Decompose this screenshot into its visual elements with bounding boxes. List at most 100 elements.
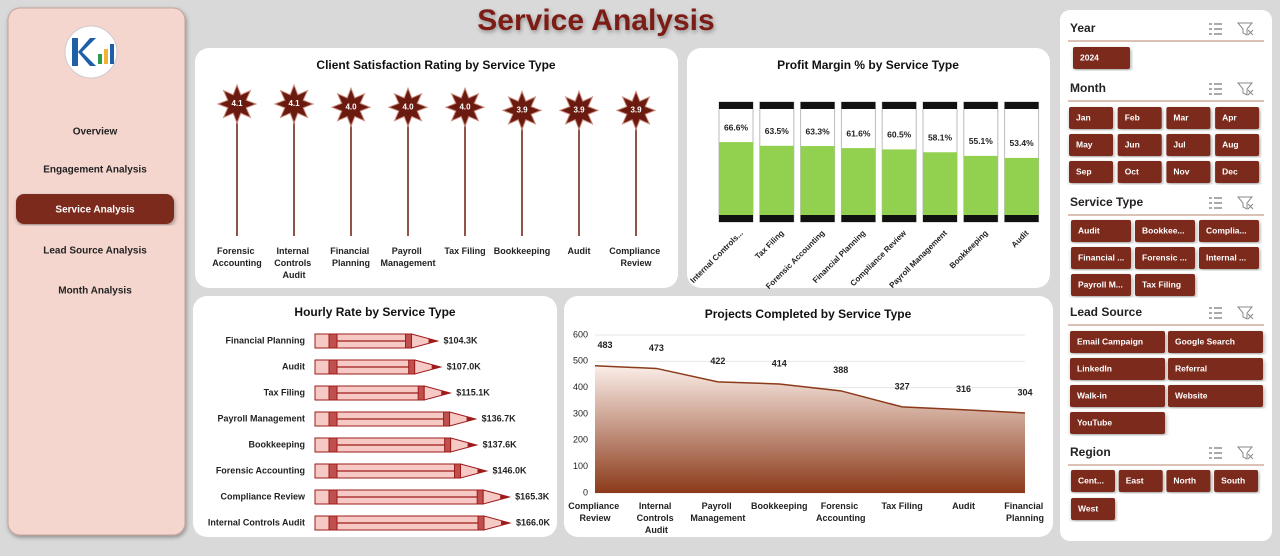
slicer-button[interactable] <box>1168 331 1263 353</box>
clear-filter-icon[interactable] <box>1236 82 1254 96</box>
slicer-button[interactable] <box>1168 358 1263 380</box>
pencil-band <box>408 359 416 375</box>
slicer-button[interactable] <box>1135 220 1195 242</box>
slicer-item[interactable]: Jan <box>1076 112 1091 122</box>
slicer-button[interactable] <box>1069 107 1113 129</box>
nav-item[interactable]: Service Analysis <box>55 205 135 216</box>
slicer-item[interactable]: YouTube <box>1077 417 1112 427</box>
slicer-button[interactable] <box>1070 412 1165 434</box>
slicer-button[interactable] <box>1199 220 1259 242</box>
slicer-item[interactable]: Bookkee... <box>1142 225 1185 235</box>
slicer-button[interactable] <box>1070 385 1165 407</box>
slicer-item[interactable]: Nov <box>1173 166 1189 176</box>
slicer-item[interactable]: Google Search <box>1175 336 1235 346</box>
slicer-item[interactable]: LinkedIn <box>1077 363 1112 373</box>
clear-filter-icon[interactable] <box>1236 22 1254 36</box>
slicer-button[interactable] <box>1070 331 1165 353</box>
slicer-item[interactable]: Referral <box>1175 363 1207 373</box>
star-marker <box>558 90 600 131</box>
slicer-button[interactable] <box>1070 358 1165 380</box>
select-all-icon[interactable] <box>1209 83 1222 95</box>
clear-filter-icon[interactable] <box>1236 196 1254 210</box>
slicer-button[interactable] <box>1071 220 1131 242</box>
slicer-title: Service Type <box>1070 195 1143 209</box>
slicer-button[interactable] <box>1166 470 1211 492</box>
slicer-button[interactable] <box>1071 498 1115 520</box>
y-tick-label: Audit <box>282 361 305 371</box>
slicer-item[interactable]: Jul <box>1173 139 1185 149</box>
slicer-item[interactable]: East <box>1126 475 1144 485</box>
data-label: 55.1% <box>969 136 994 146</box>
nav-item[interactable]: Overview <box>73 127 118 138</box>
select-all-icon[interactable] <box>1209 447 1222 459</box>
slicer-item[interactable]: Sep <box>1076 166 1092 176</box>
slicer-button[interactable] <box>1135 274 1195 296</box>
nav-item[interactable]: Month Analysis <box>58 286 132 297</box>
slicer-item[interactable]: May <box>1076 139 1093 149</box>
slicer-button[interactable] <box>1073 47 1130 69</box>
select-all-icon[interactable] <box>1209 197 1222 209</box>
slicer-item[interactable]: Aug <box>1222 139 1239 149</box>
slicer-item[interactable]: Payroll M... <box>1078 279 1123 289</box>
pencil-band <box>417 385 425 401</box>
cylinder-cap <box>719 215 753 222</box>
slicer-title: Year <box>1070 21 1096 35</box>
select-all-icon[interactable] <box>1209 23 1222 35</box>
slicer-item[interactable]: Forensic ... <box>1142 252 1187 262</box>
slicer-button[interactable] <box>1071 274 1131 296</box>
data-label: $165.3K <box>515 491 550 501</box>
slicer-item[interactable]: West <box>1078 503 1098 513</box>
slicer-button[interactable] <box>1117 161 1162 183</box>
slicer-button[interactable] <box>1071 470 1115 492</box>
slicer-button[interactable] <box>1199 247 1259 269</box>
slicer-button[interactable] <box>1215 107 1260 129</box>
bar <box>314 385 453 401</box>
data-label: 4.0 <box>402 102 414 111</box>
slicer-item[interactable]: Dec <box>1222 166 1238 176</box>
slicer-button[interactable] <box>1166 107 1211 129</box>
slicer-item[interactable]: North <box>1173 475 1196 485</box>
clear-filter-icon[interactable] <box>1236 446 1254 460</box>
slicer-item[interactable]: Apr <box>1222 112 1237 122</box>
pencil-band <box>477 515 485 531</box>
slicer-item[interactable]: Walk-in <box>1077 390 1107 400</box>
slicer-item[interactable]: Financial ... <box>1078 252 1124 262</box>
slicer-button[interactable] <box>1166 161 1211 183</box>
slicer-button[interactable] <box>1215 161 1260 183</box>
clear-filter-icon[interactable] <box>1236 306 1254 320</box>
slicer-item[interactable]: South <box>1221 475 1245 485</box>
slicer-item[interactable]: Complia... <box>1206 225 1247 235</box>
select-all-icon[interactable] <box>1209 307 1222 319</box>
slicer-button[interactable] <box>1215 134 1260 156</box>
slicer-item[interactable]: 2024 <box>1080 52 1099 62</box>
slicer-button[interactable] <box>1168 385 1263 407</box>
slicer-item[interactable]: Feb <box>1125 112 1140 122</box>
x-tick-label: Tax Filing <box>444 246 485 256</box>
slicer-item[interactable]: Mar <box>1173 112 1189 122</box>
slicer-item[interactable]: Website <box>1175 390 1208 400</box>
slicer-button[interactable] <box>1117 134 1162 156</box>
slicer-item[interactable]: Jun <box>1125 139 1140 149</box>
data-label: 4.0 <box>459 102 471 111</box>
slicer-item[interactable]: Audit <box>1078 225 1100 235</box>
slicer-button[interactable] <box>1135 247 1195 269</box>
slicer-item[interactable]: Email Campaign <box>1077 336 1143 346</box>
slicer-button[interactable] <box>1071 247 1131 269</box>
x-tick-label: Forensic Accounting <box>816 501 866 523</box>
slicer-button[interactable] <box>1069 134 1113 156</box>
slicer-button[interactable] <box>1118 470 1163 492</box>
slicer-item[interactable]: Cent... <box>1078 475 1104 485</box>
slicer-button[interactable] <box>1117 107 1162 129</box>
label-box <box>965 134 996 149</box>
slicer-button[interactable] <box>1214 470 1259 492</box>
nav-item[interactable]: Lead Source Analysis <box>43 246 147 257</box>
slicer-item[interactable]: Oct <box>1125 166 1139 176</box>
data-label: 66.6% <box>724 122 749 132</box>
nav-item[interactable]: Engagement Analysis <box>43 165 147 176</box>
slicer-button[interactable] <box>1166 134 1211 156</box>
y-tick-label: Compliance Review <box>220 491 306 501</box>
slicer-button[interactable] <box>1069 161 1113 183</box>
slicer-item[interactable]: Tax Filing <box>1142 279 1181 289</box>
slicer-item[interactable]: Internal ... <box>1206 252 1246 262</box>
chart-title: Profit Margin % by Service Type <box>777 58 959 72</box>
